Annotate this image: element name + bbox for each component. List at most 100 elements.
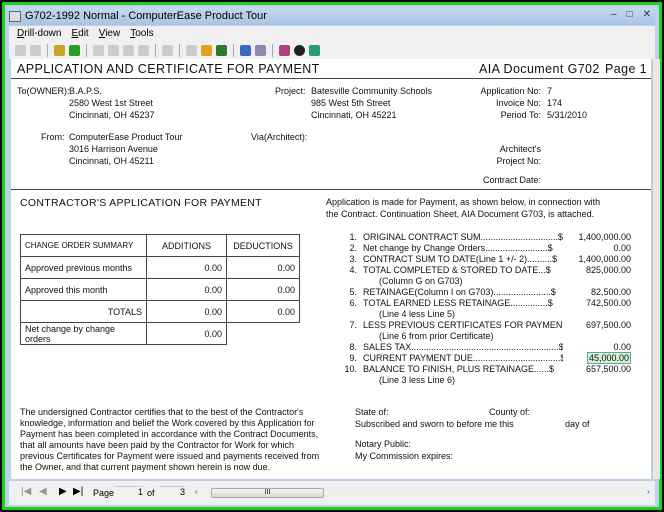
edit-icon[interactable] (138, 44, 149, 56)
change-order-summary-table: CHANGE ORDER SUMMARY ADDITIONS DEDUCTIONS … (20, 234, 300, 345)
line-value: 0.00 (613, 243, 631, 253)
certification-line: knowledge, information and belief the Wo… (20, 418, 315, 428)
table-header: CHANGE ORDER SUMMARY ADDITIONS DEDUCTIONS (20, 234, 300, 257)
report-title: APPLICATION AND CERTIFICATE FOR PAYMENT (17, 62, 320, 76)
copy-icon[interactable] (255, 44, 266, 56)
owner-address: 2580 West 1st Street (69, 98, 153, 108)
open-icon[interactable] (201, 44, 212, 56)
document-icon[interactable] (54, 44, 65, 56)
line-value: 657,500.00 (585, 364, 631, 374)
header-cell: DEDUCTIONS (226, 234, 300, 257)
line-note: (Line 4 less Line 5) (379, 309, 456, 319)
report-page: APPLICATION AND CERTIFICATE FOR PAYMENT … (11, 59, 651, 479)
architect-project-no-label: Project No: (496, 156, 541, 166)
cell: Net change by change orders (20, 322, 147, 345)
line-value: 82,500.00 (590, 287, 631, 297)
line-label: TOTAL EARNED LESS RETAINAGE.............… (363, 298, 553, 308)
menu-drill-down[interactable]: Drill-down (17, 28, 62, 39)
certification-line: that all amounts have been paid by the C… (20, 440, 294, 450)
cell: 0.00 (146, 300, 227, 323)
pin-icon[interactable] (294, 44, 305, 56)
menu-tools[interactable]: Tools (130, 28, 154, 39)
line-number: 2. (349, 243, 357, 253)
certification-line: Payment has been completed in accordance… (20, 429, 319, 439)
scroll-thumb[interactable]: III (211, 488, 324, 498)
page-label: Page (93, 488, 115, 498)
line-value: 1,400,000.00 (578, 232, 631, 242)
back-icon[interactable] (240, 44, 251, 56)
page-label: Page 1 (605, 62, 648, 76)
table-row: Approved previous months 0.00 0.00 (20, 256, 300, 279)
separator (272, 43, 273, 57)
line-label: SALES TAX...............................… (363, 342, 563, 352)
home-icon[interactable] (279, 44, 290, 56)
cell: TOTALS (20, 300, 147, 323)
separator (233, 43, 234, 57)
calculator-icon[interactable] (309, 44, 320, 56)
scroll-left-icon[interactable]: ‹ (195, 487, 198, 496)
contractor-name: ComputerEase Product Tour (69, 132, 183, 142)
contractor-city: Cincinnati, OH 45211 (69, 156, 154, 166)
line-label: CURRENT PAYMENT DUE.....................… (363, 353, 563, 363)
cell: 0.00 (146, 322, 227, 345)
zoom-out-icon[interactable] (108, 44, 119, 56)
print-icon[interactable] (186, 44, 197, 56)
table-row: Net change by change orders 0.00 (20, 322, 300, 345)
page-number-input[interactable]: 1 (115, 486, 143, 497)
divider (11, 189, 651, 190)
maximize-button[interactable]: □ (626, 9, 633, 20)
invoice-no-label: Invoice No: (495, 98, 541, 108)
certification-line: the Owner, and that current payment show… (20, 462, 271, 472)
scroll-right-icon[interactable]: › (647, 487, 650, 496)
line-label: ORIGINAL CONTRACT SUM...................… (363, 232, 563, 242)
app-icon (9, 10, 21, 22)
close-button[interactable]: ✕ (642, 9, 651, 20)
line-number: 5. (349, 287, 357, 297)
prev-page-icon[interactable]: ◀ (39, 486, 47, 497)
line-value: 45,000.00 (586, 352, 631, 364)
line-number: 8. (349, 342, 357, 352)
project-label: Project: (275, 86, 306, 96)
separator (155, 43, 156, 57)
next-page-icon[interactable]: ▶ (59, 486, 67, 497)
first-page-icon[interactable]: |◀ (21, 486, 32, 497)
line-label: LESS PREVIOUS CERTIFICATES FOR PAYMENT..… (363, 320, 563, 330)
header-cell: ADDITIONS (146, 234, 227, 257)
web-icon[interactable] (123, 44, 134, 56)
line-label: TOTAL COMPLETED & STORED TO DATE...$ (363, 265, 551, 275)
minimize-button[interactable]: – (611, 9, 617, 20)
next-record-icon[interactable] (30, 44, 41, 56)
cell: 0.00 (146, 256, 227, 279)
certification-line: The undersigned Contractor certifies tha… (20, 407, 304, 417)
line-number: 1. (349, 232, 357, 242)
last-page-icon[interactable]: ▶| (73, 486, 84, 497)
separator (179, 43, 180, 57)
zoom-icon[interactable] (93, 44, 104, 56)
vertical-scrollbar[interactable] (652, 59, 660, 479)
commission-label: My Commission expires: (355, 451, 454, 461)
menu-view[interactable]: View (98, 28, 121, 39)
menu-edit[interactable]: Edit (71, 28, 89, 39)
line-note: (Column G on G703) (379, 276, 463, 286)
architect-project-label: Architect's (499, 144, 541, 154)
contract-date-label: Contract Date: (482, 175, 541, 185)
horizontal-scrollbar[interactable]: III (205, 488, 645, 498)
line-label: Net change by Change Orders.............… (363, 243, 553, 253)
separator (86, 43, 87, 57)
cell: Approved previous months (20, 256, 147, 279)
project-address: 985 West 5th Street (311, 98, 391, 108)
state-label: State of: (355, 407, 389, 417)
spreadsheet-icon[interactable] (216, 44, 227, 56)
line-number: 9. (349, 353, 357, 363)
line-label: BALANCE TO FINISH, PLUS RETAINAGE......$ (363, 364, 555, 374)
owner-name: B.A.P.S. (69, 86, 102, 96)
line-number: 10. (344, 364, 357, 374)
prev-record-icon[interactable] (15, 44, 26, 56)
total-pages: 3 (159, 486, 185, 497)
cell: 0.00 (226, 256, 300, 279)
line-number: 4. (349, 265, 357, 275)
chart-icon[interactable] (162, 44, 173, 56)
line-note: (Line 6 from prior Certificate) (379, 331, 494, 341)
export-icon[interactable] (69, 44, 80, 56)
cell: 0.00 (146, 278, 227, 301)
